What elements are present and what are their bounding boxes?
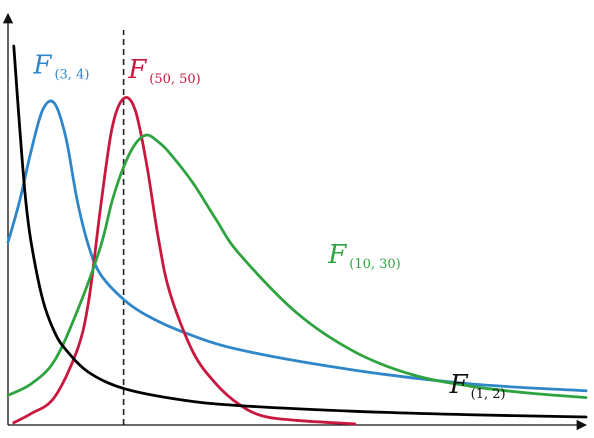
series-label-main: F xyxy=(449,370,469,400)
series-labels: F (3, 4) F (50, 50)F (10, 30)F (1, 2) xyxy=(32,50,505,402)
series-line-f34 xyxy=(6,99,588,393)
series-label-main: F xyxy=(32,50,52,80)
series-label-main: F xyxy=(327,240,347,270)
series-label-f34: F (3, 4) xyxy=(32,50,89,82)
axes xyxy=(2,12,588,431)
series-label-subscript: (50, 50) xyxy=(149,72,201,87)
series-line-f1030 xyxy=(6,133,588,399)
series-line-f5050 xyxy=(12,96,357,426)
series-label-f12: F (1, 2) xyxy=(449,370,506,402)
plot-marks xyxy=(6,29,588,426)
series-line-f12 xyxy=(12,44,588,419)
series-label-f5050: F (50, 50) xyxy=(127,55,201,87)
series-label-subscript: (10, 30) xyxy=(349,257,401,272)
series-label-main: F xyxy=(127,55,147,85)
series-label-subscript: (1, 2) xyxy=(471,387,506,402)
series-label-f1030: F (10, 30) xyxy=(327,240,401,272)
series-label-subscript: (3, 4) xyxy=(54,67,89,82)
